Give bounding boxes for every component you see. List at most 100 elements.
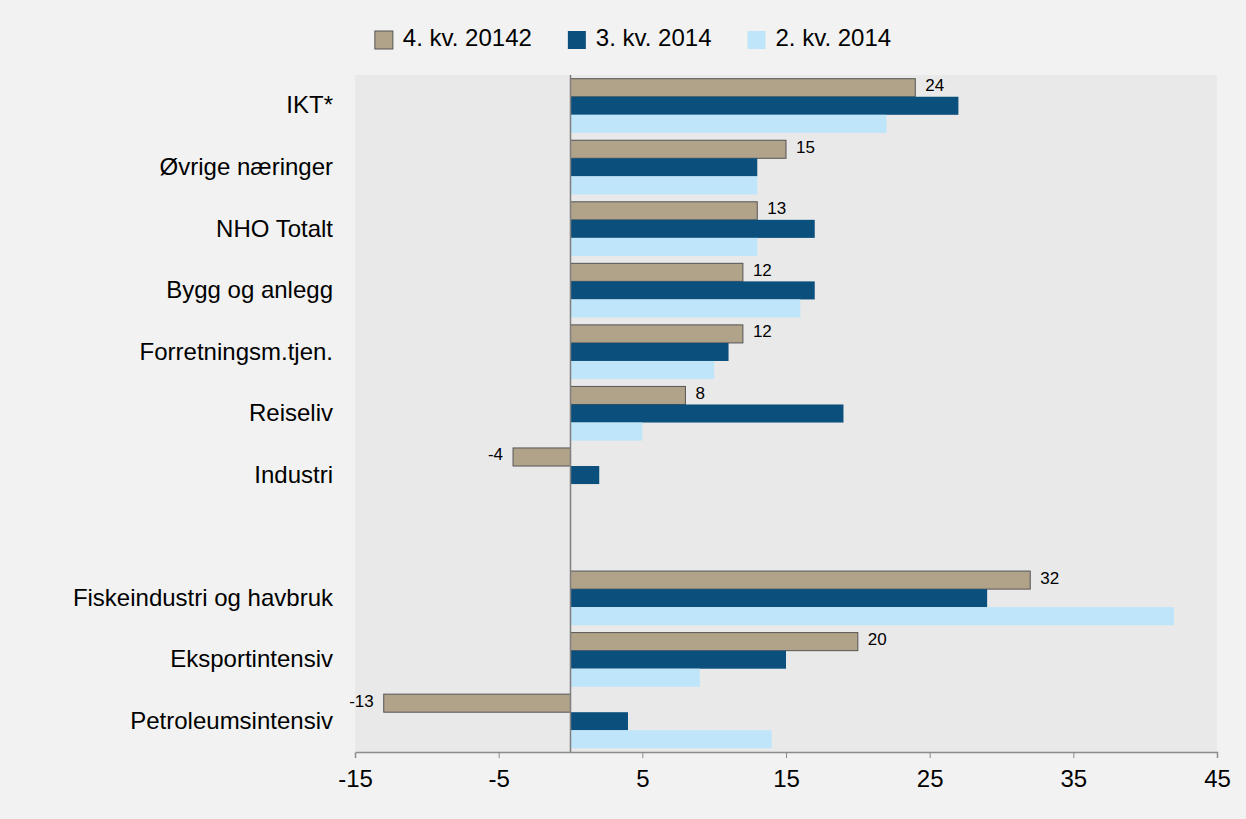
tick: Fiskeindustri og havbruk xyxy=(73,584,355,611)
tick-mark xyxy=(1073,752,1074,758)
bar xyxy=(571,343,729,361)
category-label: IKT* xyxy=(286,91,333,118)
category-label: Forretningsm.tjen. xyxy=(140,338,333,365)
bar xyxy=(571,712,628,730)
legend: 4. kv. 20142 3. kv. 2014 2. kv. 2014 xyxy=(375,24,891,51)
legend-label: 3. kv. 2014 xyxy=(596,24,712,51)
tick: 15 xyxy=(773,752,800,792)
tick-label: -15 xyxy=(338,765,373,792)
bar xyxy=(571,651,787,669)
tick-mark xyxy=(1217,752,1218,758)
zero-line xyxy=(570,75,572,752)
tick-label: 35 xyxy=(1060,765,1087,792)
data-label: 32 xyxy=(1040,569,1059,588)
bar xyxy=(571,79,916,97)
tick: Bygg og anlegg xyxy=(166,276,355,303)
tick-mark xyxy=(642,752,643,758)
bar xyxy=(571,423,643,441)
data-label: 8 xyxy=(695,384,704,403)
data-label: 12 xyxy=(753,322,772,341)
tick: Industri xyxy=(254,461,355,488)
category-label: NHO Totalt xyxy=(216,215,333,242)
tick: 35 xyxy=(1060,752,1087,792)
background xyxy=(0,0,1246,819)
tick: Petroleumsintensiv xyxy=(130,707,355,734)
category-label: Øvrige næringer xyxy=(160,153,333,180)
bar xyxy=(571,238,758,256)
legend-item: 3. kv. 2014 xyxy=(568,24,712,51)
legend-item: 2. kv. 2014 xyxy=(747,24,891,51)
axis-line xyxy=(355,76,356,753)
legend-swatch xyxy=(375,31,393,49)
bar xyxy=(571,325,743,343)
legend-label: 4. kv. 20142 xyxy=(403,24,532,51)
tick: NHO Totalt xyxy=(216,215,355,242)
category-label: Eksportintensiv xyxy=(170,645,333,672)
bar xyxy=(571,176,758,194)
tick-label: 5 xyxy=(636,765,649,792)
data-label: -13 xyxy=(349,692,374,711)
y-axis: IKT* Øvrige næringer NHO Totalt Bygg og anl… xyxy=(73,76,356,753)
category-label: Industri xyxy=(254,461,333,488)
bar xyxy=(571,220,815,238)
category-label: Reiseliv xyxy=(249,399,333,426)
tick-mark xyxy=(355,752,356,758)
tick-mark xyxy=(786,752,787,758)
bar xyxy=(571,281,815,299)
data-label: 12 xyxy=(753,261,772,280)
bars xyxy=(384,79,1174,749)
data-label: 24 xyxy=(925,76,944,95)
legend-item: 4. kv. 20142 xyxy=(375,24,532,51)
data-labels: 24 15 13 12 12 8 -4 32 20 -13 xyxy=(349,76,1059,710)
bar xyxy=(571,633,858,651)
category-label: Fiskeindustri og havbruk xyxy=(73,584,334,611)
tick-label: 25 xyxy=(917,765,944,792)
bar xyxy=(571,669,700,687)
x-axis: -15 -5 5 15 25 35 45 xyxy=(338,752,1231,792)
bar xyxy=(571,97,959,115)
bar xyxy=(513,448,570,466)
bar xyxy=(571,263,743,281)
bar xyxy=(571,730,772,748)
tick-mark xyxy=(499,752,500,758)
tick: Forretningsm.tjen. xyxy=(140,338,355,365)
bar xyxy=(571,386,686,404)
bar xyxy=(571,202,758,220)
tick: Øvrige næringer xyxy=(160,153,355,180)
chart: -15 -5 5 15 25 35 45 IKT* Øvrige næringer NHO Tot… xyxy=(0,0,1246,819)
data-label: 20 xyxy=(868,630,887,649)
bar xyxy=(571,607,1174,625)
tick: IKT* xyxy=(286,91,355,118)
category-label: Bygg og anlegg xyxy=(166,276,333,303)
data-label: 15 xyxy=(796,138,815,157)
plot-area xyxy=(355,75,1217,752)
legend-label: 2. kv. 2014 xyxy=(775,24,891,51)
tick: Eksportintensiv xyxy=(170,645,355,672)
bar xyxy=(384,694,571,712)
bar xyxy=(571,361,715,379)
tick: -5 xyxy=(488,752,509,792)
bar xyxy=(571,571,1031,589)
tick-label: 45 xyxy=(1204,765,1231,792)
legend-swatch xyxy=(747,31,765,49)
bar xyxy=(571,466,600,484)
tick-label: 15 xyxy=(773,765,800,792)
data-label: 13 xyxy=(767,199,786,218)
tick: 45 xyxy=(1204,752,1231,792)
tick: Reiseliv xyxy=(249,399,355,426)
tick: 25 xyxy=(917,752,944,792)
bar xyxy=(571,158,758,176)
tick: -15 xyxy=(338,752,373,792)
bar xyxy=(571,140,787,158)
bar xyxy=(571,115,887,133)
axis-line xyxy=(356,753,1218,759)
category-label: Petroleumsintensiv xyxy=(130,707,333,734)
bar xyxy=(571,404,844,422)
data-label: -4 xyxy=(488,445,503,464)
bar xyxy=(571,299,801,317)
tick: 5 xyxy=(636,752,649,792)
legend-swatch xyxy=(568,31,586,49)
tick-mark xyxy=(930,752,931,758)
bar xyxy=(571,589,988,607)
tick-label: -5 xyxy=(488,765,509,792)
